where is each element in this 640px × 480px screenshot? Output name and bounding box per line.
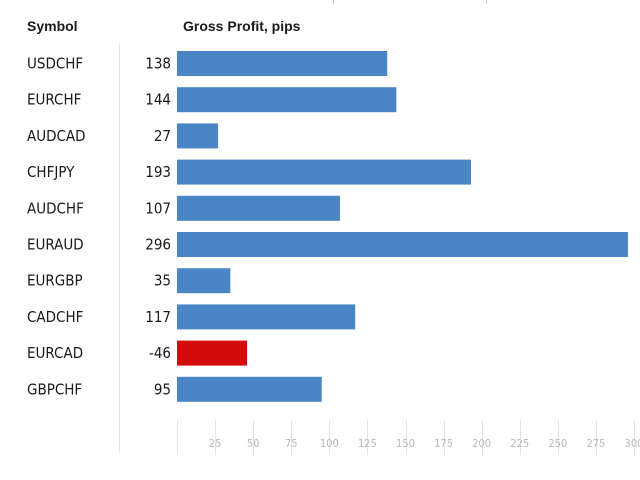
- bar-cadchf: [177, 304, 356, 330]
- bar-audchf: [177, 195, 340, 221]
- x-tick-label: 100: [320, 437, 339, 450]
- value-label: 107: [145, 199, 171, 217]
- gross-profit-column-header: Gross Profit, pips: [183, 18, 301, 34]
- value-label: 193: [145, 163, 171, 181]
- x-tick-label: 200: [472, 437, 491, 450]
- x-tick-label: 75: [285, 437, 298, 450]
- value-label: 117: [145, 308, 171, 326]
- top-tick-mark: [333, 0, 334, 4]
- x-tick-label: 125: [358, 437, 377, 450]
- top-tick-mark: [486, 0, 487, 4]
- symbol-label: USDCHF: [27, 55, 83, 73]
- symbol-label: CADCHF: [27, 308, 83, 326]
- value-label: 35: [154, 272, 171, 290]
- column-divider: [119, 44, 120, 452]
- symbol-label: EURAUD: [27, 236, 84, 254]
- bar-euraud: [177, 232, 628, 257]
- bar-chfjpy: [177, 159, 472, 185]
- value-label: 296: [145, 236, 171, 254]
- x-tick-label: 225: [510, 437, 529, 450]
- symbol-label: EURGBP: [27, 272, 83, 290]
- symbol-label: CHFJPY: [27, 163, 75, 181]
- x-tick-label: 300: [625, 437, 640, 450]
- x-tick-label: 275: [586, 437, 605, 450]
- bar-audcad: [177, 123, 219, 149]
- x-tick-label: 50: [247, 437, 260, 450]
- x-tick-label: 150: [396, 437, 415, 450]
- symbol-column-header: Symbol: [27, 18, 78, 34]
- symbol-label: AUDCAD: [27, 127, 86, 145]
- bar-eurchf: [177, 87, 397, 113]
- bar-eurgbp: [177, 268, 231, 294]
- x-tick-label: 175: [434, 437, 453, 450]
- value-label: 27: [154, 127, 171, 145]
- symbol-label: AUDCHF: [27, 199, 84, 217]
- symbol-label: EURCHF: [27, 91, 81, 109]
- x-tick-label: 250: [548, 437, 567, 450]
- x-tick-label: 25: [209, 437, 222, 450]
- value-label: 138: [145, 55, 171, 73]
- symbol-label: GBPCHF: [27, 380, 82, 398]
- symbol-label: EURCAD: [27, 344, 83, 362]
- value-label: 95: [154, 380, 171, 398]
- bar-gbpchf: [177, 376, 322, 402]
- bar-usdchf: [177, 51, 388, 76]
- value-label: 144: [145, 91, 171, 109]
- bar-eurcad: [177, 340, 248, 366]
- value-label: -46: [149, 344, 171, 362]
